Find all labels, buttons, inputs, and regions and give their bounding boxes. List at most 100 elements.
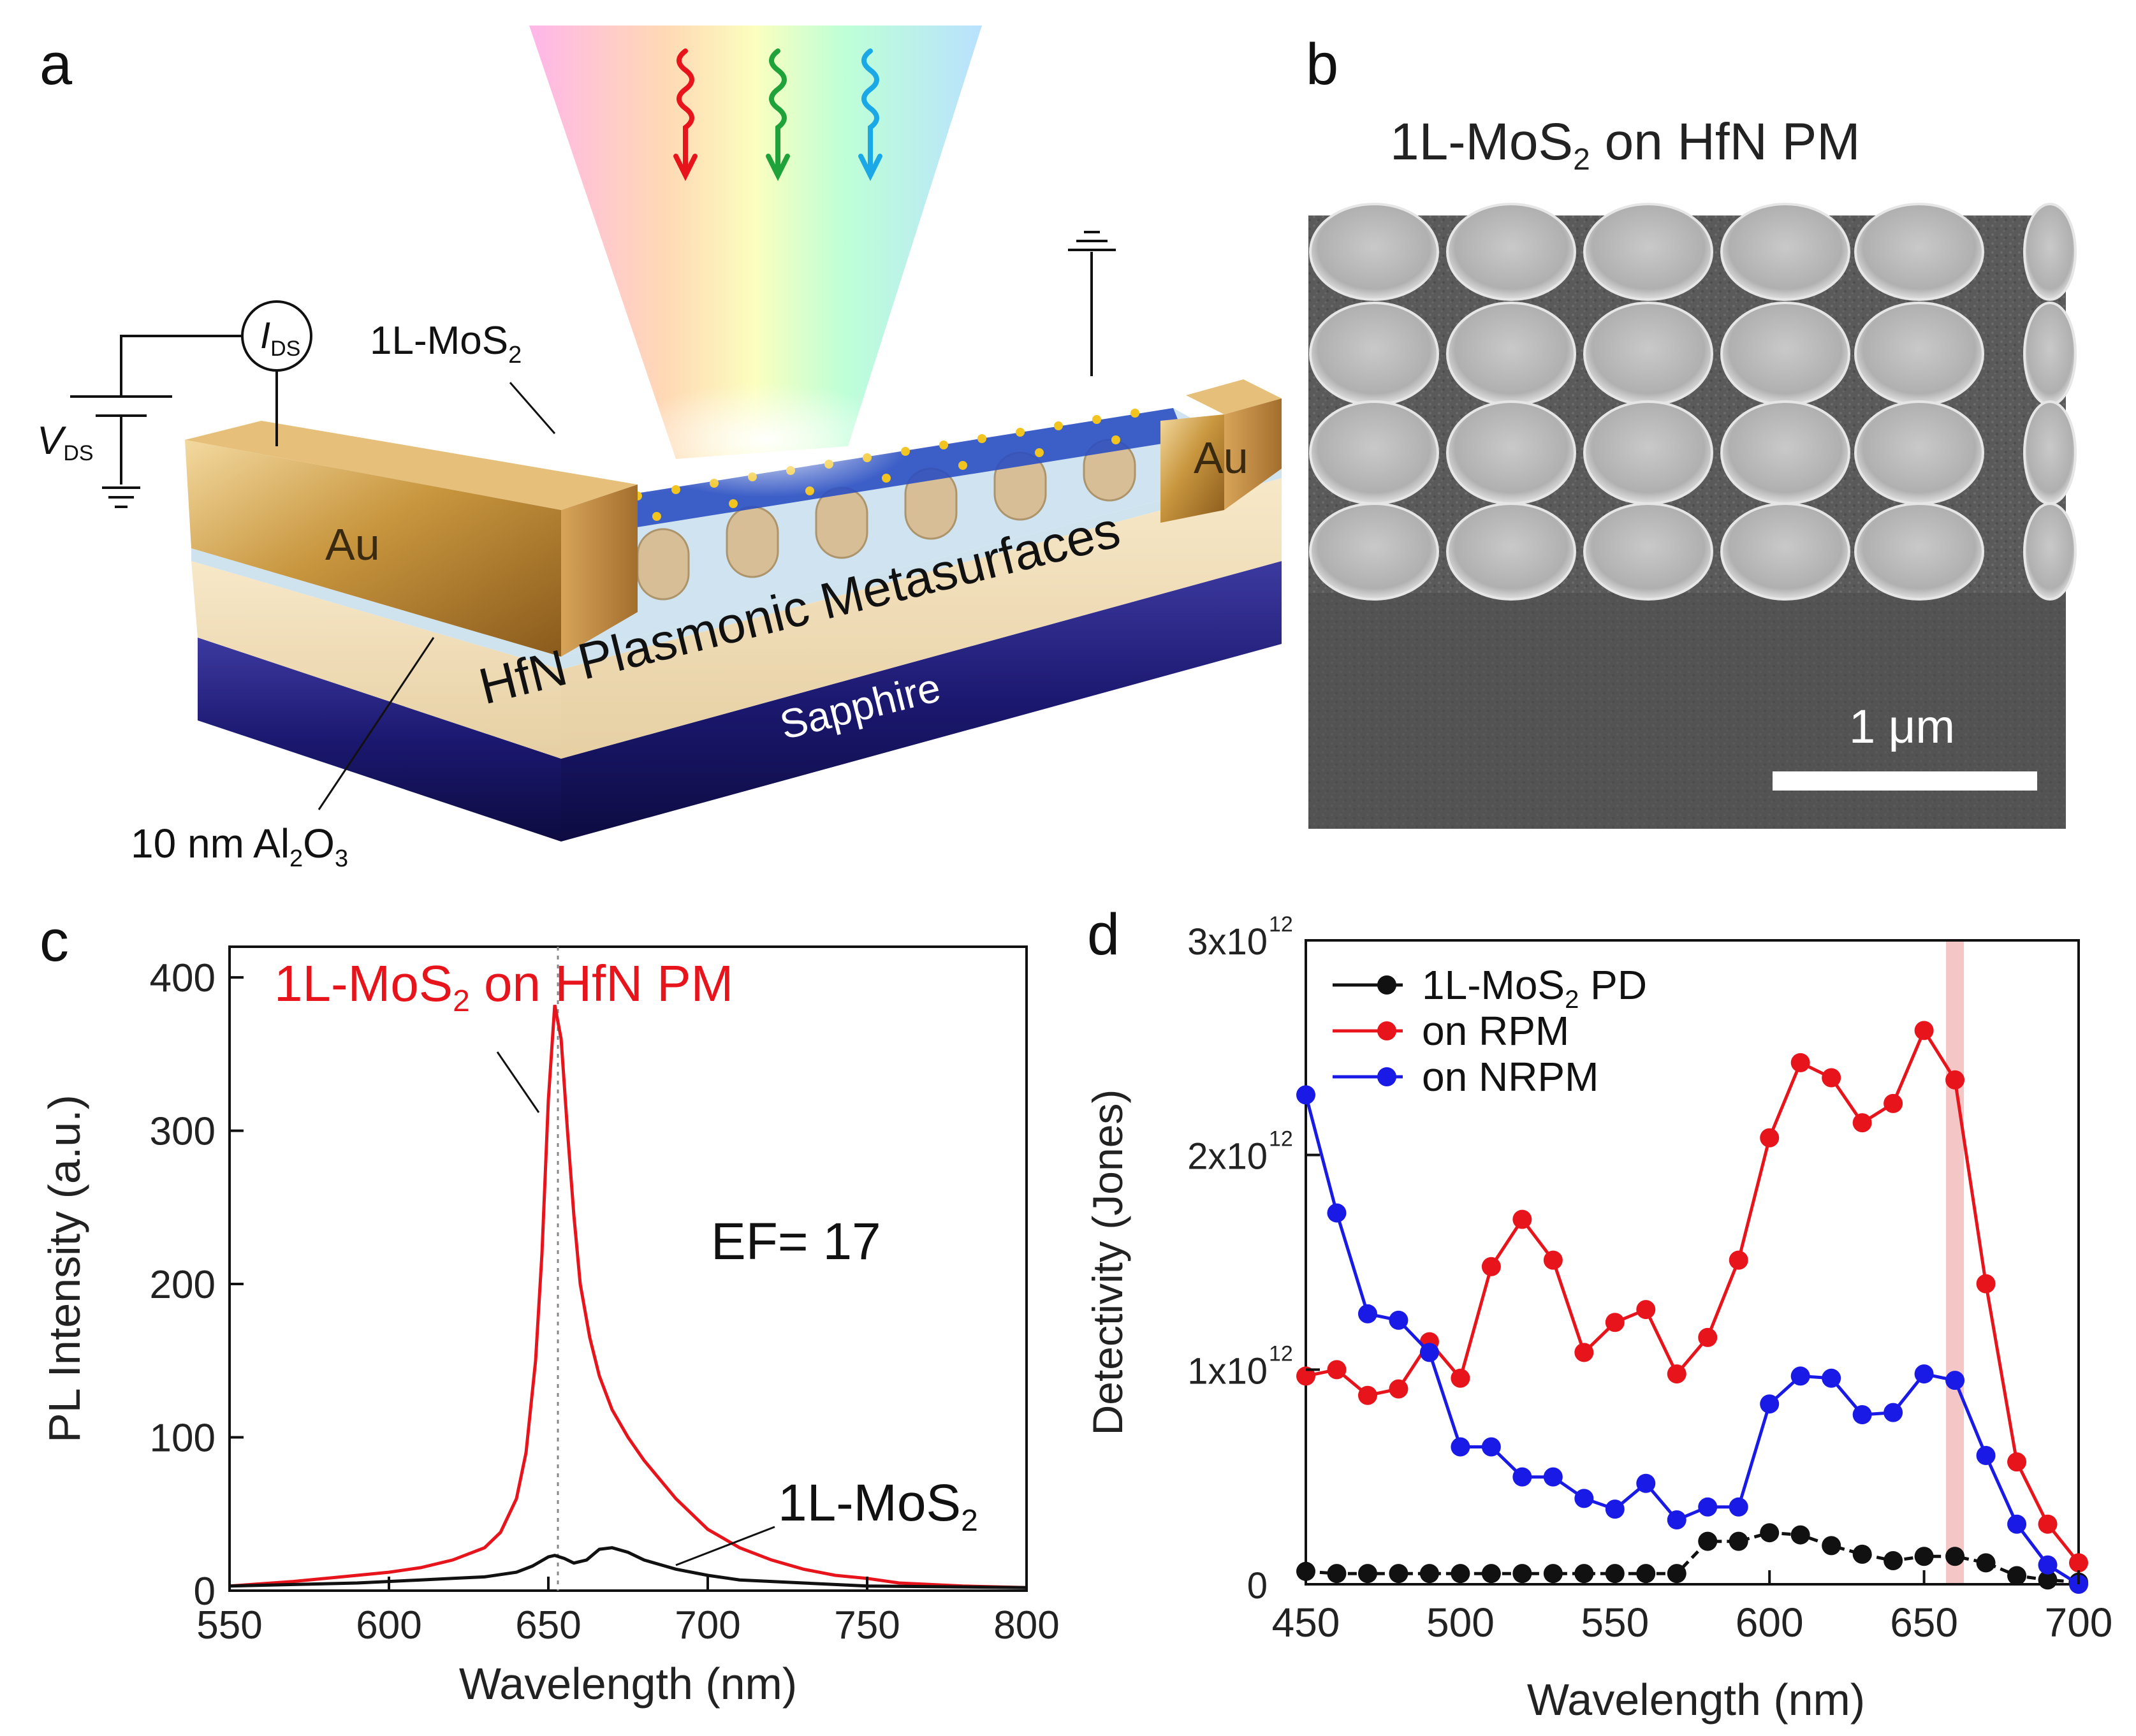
hfn-pillars: [636, 439, 1136, 601]
chart-d-point-nrpm: [1976, 1446, 1996, 1465]
chart-d-point-rpm: [1822, 1068, 1841, 1088]
chart-c-ytick-label: 400: [150, 956, 216, 1000]
chart-d-point-pd: [1914, 1547, 1934, 1566]
chart-c-black-pointer: [675, 1526, 775, 1566]
chart-d-point-pd: [1481, 1564, 1501, 1584]
chart-d-ytick-label: 3x10: [1187, 921, 1268, 963]
chart-d-point-nrpm: [1945, 1371, 1965, 1390]
chart-d-point-nrpm: [1760, 1394, 1780, 1414]
chart-d-point-pd: [1945, 1547, 1965, 1566]
chart-d-point-nrpm: [2038, 1555, 2058, 1575]
chart-d-point-pd: [1884, 1550, 1903, 1570]
chart-d-highlight: [1946, 940, 1964, 1584]
chart-d-xtick-label: 600: [1736, 1600, 1804, 1645]
chart-d-legend-marker: [1377, 975, 1396, 995]
chart-d-point-rpm: [1481, 1257, 1501, 1276]
chart-d-point-pd: [1512, 1564, 1532, 1584]
photon-arrows: [673, 48, 882, 181]
chart-d-point-rpm: [1790, 1053, 1810, 1072]
chart-d-legend-label: on RPM: [1422, 1008, 1569, 1054]
chart-d-point-pd: [1822, 1536, 1841, 1556]
chart-d-point-nrpm: [1636, 1473, 1656, 1493]
scale-bar: [1773, 771, 2037, 791]
chart-c-xtick-label: 800: [993, 1603, 1059, 1647]
chart-c-red-pointer: [496, 1051, 540, 1113]
au-right-front: [1160, 414, 1224, 523]
chart-d-point-nrpm: [1667, 1510, 1686, 1529]
chart-d-point-pd: [2007, 1566, 2027, 1586]
mos2-pointer: [509, 382, 556, 434]
chart-d-point-nrpm: [1451, 1437, 1470, 1457]
chart-d-point-pd: [1698, 1531, 1718, 1551]
scale-bar-label: 1 μm: [1849, 700, 1955, 753]
chart-c-xtick-label: 600: [356, 1603, 421, 1647]
chart-d-point-rpm: [1976, 1274, 1996, 1294]
chart-d-point-rpm: [1296, 1366, 1315, 1386]
chart-d-point-pd: [1667, 1564, 1686, 1584]
chart-d-point-rpm: [1574, 1343, 1594, 1362]
chart-d-point-rpm: [1636, 1300, 1656, 1320]
chart-d-point-rpm: [1667, 1364, 1686, 1384]
au-right-top: [1186, 379, 1282, 414]
al2o3-label: 10 nm Al2O3: [131, 821, 348, 872]
chart-d-legend-label: 1L-MoS2 PD: [1422, 962, 1647, 1014]
chart-c-ytick-label: 0: [194, 1570, 216, 1614]
chart-d-point-nrpm: [1790, 1366, 1810, 1386]
chart-d-series-group: [1296, 1021, 2088, 1594]
chart-c-ytick-label: 100: [150, 1417, 216, 1461]
sapphire-front: [198, 638, 561, 842]
chart-d-ytick-exponent: 12: [1269, 912, 1293, 937]
chart-c-ylabel: PL Intensity (a.u.): [40, 1095, 89, 1443]
ids-label: IDS: [260, 315, 300, 361]
chart-d-point-rpm: [1357, 1385, 1377, 1405]
chart-c-xtick-label: 700: [675, 1603, 740, 1647]
panel-a-letter: a: [40, 32, 73, 97]
chart-d-point-nrpm: [1357, 1304, 1377, 1324]
chart-d-point-pd: [2038, 1570, 2058, 1590]
chart-c-black-label: 1L-MoS2: [778, 1474, 978, 1538]
chart-d-point-rpm: [1945, 1070, 1965, 1090]
chart-d-point-rpm: [2069, 1553, 2088, 1573]
mos2-layer: [612, 408, 1186, 529]
sem-image: 1L-MoS2 on HfN PM 1 μm: [1308, 113, 2077, 829]
chart-d-frame: [1305, 939, 2080, 1586]
chart-d-point-pd: [1760, 1523, 1780, 1543]
au-right-side: [1224, 398, 1282, 510]
chart-d-ytick-exponent: 12: [1269, 1127, 1293, 1151]
chart-d-point-nrpm: [1698, 1497, 1718, 1517]
chart-d-point-nrpm: [1543, 1467, 1563, 1487]
chart-c-ytick-label: 200: [150, 1263, 216, 1307]
chart-d-legend-label: on NRPM: [1422, 1054, 1598, 1100]
chart-d-point-nrpm: [1914, 1364, 1934, 1384]
chart-d-point-nrpm: [1884, 1403, 1903, 1422]
chart-d-point-pd: [1574, 1564, 1594, 1584]
chart-d-point-pd: [1636, 1564, 1656, 1584]
chart-d-xlabel: Wavelength (nm): [1527, 1675, 1865, 1725]
chart-d-point-rpm: [1884, 1093, 1903, 1113]
chart-d-xtick-label: 550: [1581, 1600, 1649, 1645]
chart-c-series-black: [229, 1546, 1027, 1589]
chart-d-point-nrpm: [1327, 1203, 1347, 1223]
chart-d-point-nrpm: [1852, 1405, 1872, 1425]
au-right-label: Au: [1194, 433, 1248, 483]
chart-d-xtick-label: 500: [1426, 1600, 1495, 1645]
chart-d-point-nrpm: [2007, 1514, 2027, 1534]
panel-d-letter: d: [1087, 902, 1120, 967]
chart-d-point-nrpm: [1605, 1499, 1625, 1519]
device-schematic: IDS VDS 1L-MoS2 Au Au HfN Plasmonic Meta…: [37, 26, 1282, 872]
chart-c-red-label: 1L-MoS2 on HfN PM: [274, 955, 733, 1018]
hfn-front: [191, 561, 561, 759]
chart-d-point-nrpm: [1419, 1343, 1439, 1362]
chart-d-point-nrpm: [1481, 1437, 1501, 1457]
chart-d-point-rpm: [2038, 1514, 2058, 1534]
chart-c-xtick-label: 750: [834, 1603, 900, 1647]
chart-d-point-rpm: [1327, 1360, 1347, 1380]
au-left-side: [561, 485, 638, 657]
chart-c-xlabel: Wavelength (nm): [459, 1659, 797, 1709]
chart-d-xtick-label: 450: [1272, 1600, 1340, 1645]
chart-d-point-nrpm: [1512, 1467, 1532, 1487]
chart-d-ytick-label: 2x10: [1187, 1136, 1268, 1178]
